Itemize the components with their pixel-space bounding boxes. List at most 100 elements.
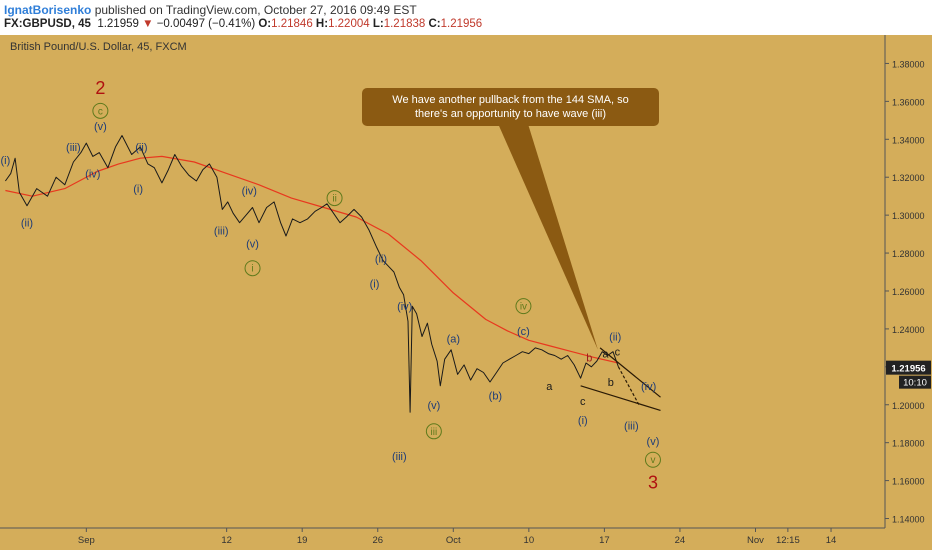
callout-text-line2: there's an opportunity to have wave (iii… bbox=[415, 108, 606, 120]
price-series-line bbox=[4, 135, 619, 413]
last-price-tag bbox=[886, 360, 931, 375]
price-layer bbox=[4, 135, 619, 413]
y-tick-label: 1.28000 bbox=[892, 249, 925, 259]
major-wave-label: 3 bbox=[648, 472, 658, 492]
price-tag-layer: 1.21956 10:10 bbox=[886, 360, 931, 389]
open-value: 1.21846 bbox=[271, 18, 313, 30]
wave-circle-label: iii bbox=[431, 427, 438, 438]
bar-countdown-tag bbox=[899, 375, 931, 389]
wave-label: (b) bbox=[489, 390, 502, 402]
time-axis-panel[interactable] bbox=[0, 528, 885, 550]
wave-circle-label: v bbox=[650, 455, 655, 466]
subwave-label: b bbox=[586, 352, 592, 364]
wave-label: (iv) bbox=[242, 185, 257, 197]
subwave-label: a bbox=[546, 381, 553, 393]
callout-pointer bbox=[498, 125, 598, 350]
wave-circle-marker bbox=[644, 451, 661, 468]
channel-trendline[interactable] bbox=[580, 385, 661, 412]
close-label: C: bbox=[428, 18, 441, 30]
chart-title: British Pound/U.S. Dollar, 45, FXCM bbox=[10, 41, 187, 53]
x-tick-label: 14 bbox=[826, 535, 837, 546]
y-tick-label: 1.20000 bbox=[892, 401, 925, 411]
projection-line[interactable] bbox=[617, 366, 640, 406]
callout-text-line1: We have another pullback from the 144 SM… bbox=[392, 94, 628, 106]
subwave-label: c bbox=[580, 396, 586, 408]
callout-layer: We have another pullback from the 144 SM… bbox=[362, 88, 659, 350]
wave-label: (iii) bbox=[624, 421, 639, 433]
subwave-label: c bbox=[615, 347, 621, 359]
wave-circle-marker bbox=[244, 260, 261, 277]
open-label: O: bbox=[258, 18, 272, 30]
wave-label: (ii) bbox=[21, 218, 33, 230]
x-tick-label: 19 bbox=[297, 535, 308, 546]
channel-trendline[interactable] bbox=[599, 347, 661, 398]
wave-label: (i) bbox=[133, 184, 143, 196]
wave-circle-marker bbox=[326, 190, 343, 207]
bar-countdown-label: 10:10 bbox=[903, 378, 927, 389]
x-tick-label: Oct bbox=[446, 535, 461, 546]
price-axis-panel[interactable] bbox=[885, 35, 932, 550]
sma-series-line bbox=[5, 155, 619, 364]
major-wave-label: 2 bbox=[95, 78, 105, 98]
wave-circle-marker bbox=[425, 423, 442, 440]
y-tick-label: 1.36000 bbox=[892, 97, 925, 107]
y-tick-label: 1.30000 bbox=[892, 211, 925, 221]
wave-label: (ii) bbox=[609, 331, 621, 343]
wave-label: (iv) bbox=[397, 301, 412, 313]
last-price: 1.21959 bbox=[97, 18, 139, 30]
wave-circle-label: ii bbox=[332, 194, 336, 205]
wave-label: (v) bbox=[647, 436, 660, 448]
y-tick-label: 1.14000 bbox=[892, 515, 925, 525]
wave-circle-label: iv bbox=[520, 302, 527, 313]
subwave-label: b bbox=[608, 377, 614, 389]
y-tick-label: 1.16000 bbox=[892, 477, 925, 487]
wave-circle-marker bbox=[515, 298, 532, 315]
x-tick-label: 24 bbox=[675, 535, 686, 546]
subwave-label: a bbox=[602, 349, 609, 361]
wave-label: (v) bbox=[94, 121, 107, 133]
last-price-tag-label: 1.21956 bbox=[891, 364, 925, 375]
x-tick-label: Sep bbox=[78, 535, 95, 546]
wave-label: (i) bbox=[370, 278, 380, 290]
wave-label: (ii) bbox=[375, 254, 387, 266]
y-tick-label: 1.32000 bbox=[892, 173, 925, 183]
wave-label: (v) bbox=[427, 400, 440, 412]
symbol-label: FX:GBPUSD, 45 bbox=[4, 18, 91, 30]
close-value: 1.21956 bbox=[440, 18, 483, 30]
wave-label: (c) bbox=[517, 326, 530, 338]
x-tick-label: 17 bbox=[599, 535, 610, 546]
author-link[interactable]: IgnatBorisenko bbox=[4, 3, 92, 17]
x-tick-label: Nov bbox=[747, 535, 764, 546]
y-tick-label: 1.26000 bbox=[892, 287, 925, 297]
wave-label: (a) bbox=[447, 333, 460, 345]
trendline-layer bbox=[580, 347, 661, 412]
quote-line: FX:GBPUSD, 45 1.21959 ▼ −0.00497 (−0.41%… bbox=[4, 18, 482, 33]
wave-label: (v) bbox=[246, 239, 259, 251]
x-tick-label: 12 bbox=[221, 535, 232, 546]
published-text: published on TradingView.com, October 27… bbox=[94, 3, 417, 17]
wave-label: (iii) bbox=[214, 225, 229, 237]
y-tick-label: 1.18000 bbox=[892, 439, 925, 449]
wave-label: (iii) bbox=[66, 142, 81, 154]
wave-circle-label: c bbox=[98, 106, 103, 117]
wave-label: (ii) bbox=[135, 142, 147, 154]
x-axis-ticks: Sep 12 19 26 Oct 10 17 24 Nov 12:15 14 bbox=[78, 528, 836, 546]
wave-label: (i) bbox=[1, 155, 11, 167]
high-label: H: bbox=[315, 18, 329, 30]
x-tick-label: 12:15 bbox=[776, 535, 800, 546]
y-tick-label: 1.24000 bbox=[892, 325, 925, 335]
wave-label: (iv) bbox=[85, 168, 100, 180]
wave-circle-label: i bbox=[251, 264, 253, 275]
y-tick-label: 1.34000 bbox=[892, 135, 925, 145]
high-value: 1.22004 bbox=[328, 18, 370, 30]
x-tick-label: 10 bbox=[524, 535, 535, 546]
wave-labels-layer: 2 c (v) (i) (ii) (iii) (iv) (ii) (i) (iv) (iii) (v)… bbox=[1, 78, 661, 492]
low-label: L: bbox=[372, 18, 384, 30]
publish-line: IgnatBorisenko published on TradingView.… bbox=[4, 3, 417, 18]
y-tick-label: 1.38000 bbox=[892, 59, 925, 69]
low-value: 1.21838 bbox=[383, 18, 426, 30]
callout-box[interactable] bbox=[362, 88, 659, 126]
sma-layer bbox=[5, 155, 619, 364]
wave-label: (i) bbox=[578, 415, 588, 427]
price-chart[interactable]: British Pound/U.S. Dollar, 45, FXCM 1.38… bbox=[0, 35, 932, 550]
